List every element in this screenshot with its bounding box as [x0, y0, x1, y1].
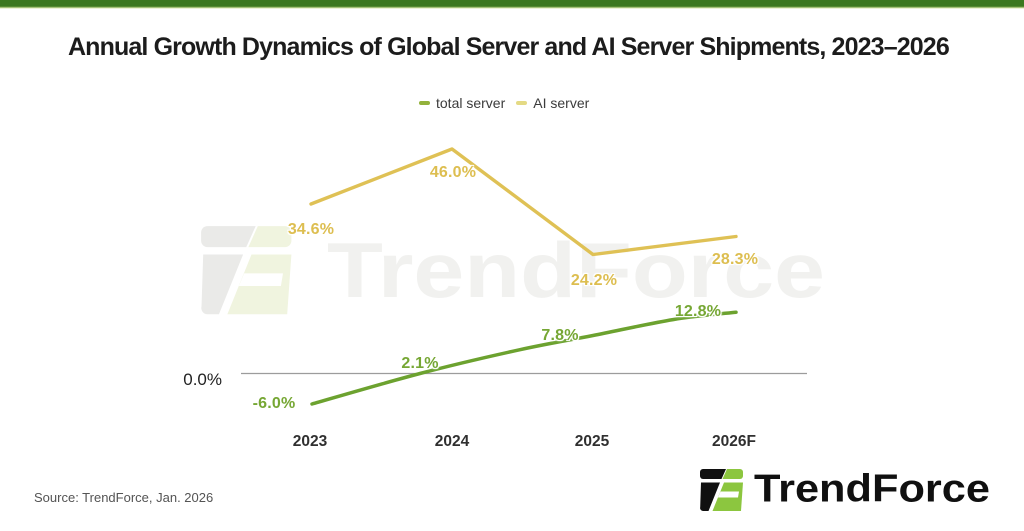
svg-text:TrendForce: TrendForce	[327, 226, 825, 314]
